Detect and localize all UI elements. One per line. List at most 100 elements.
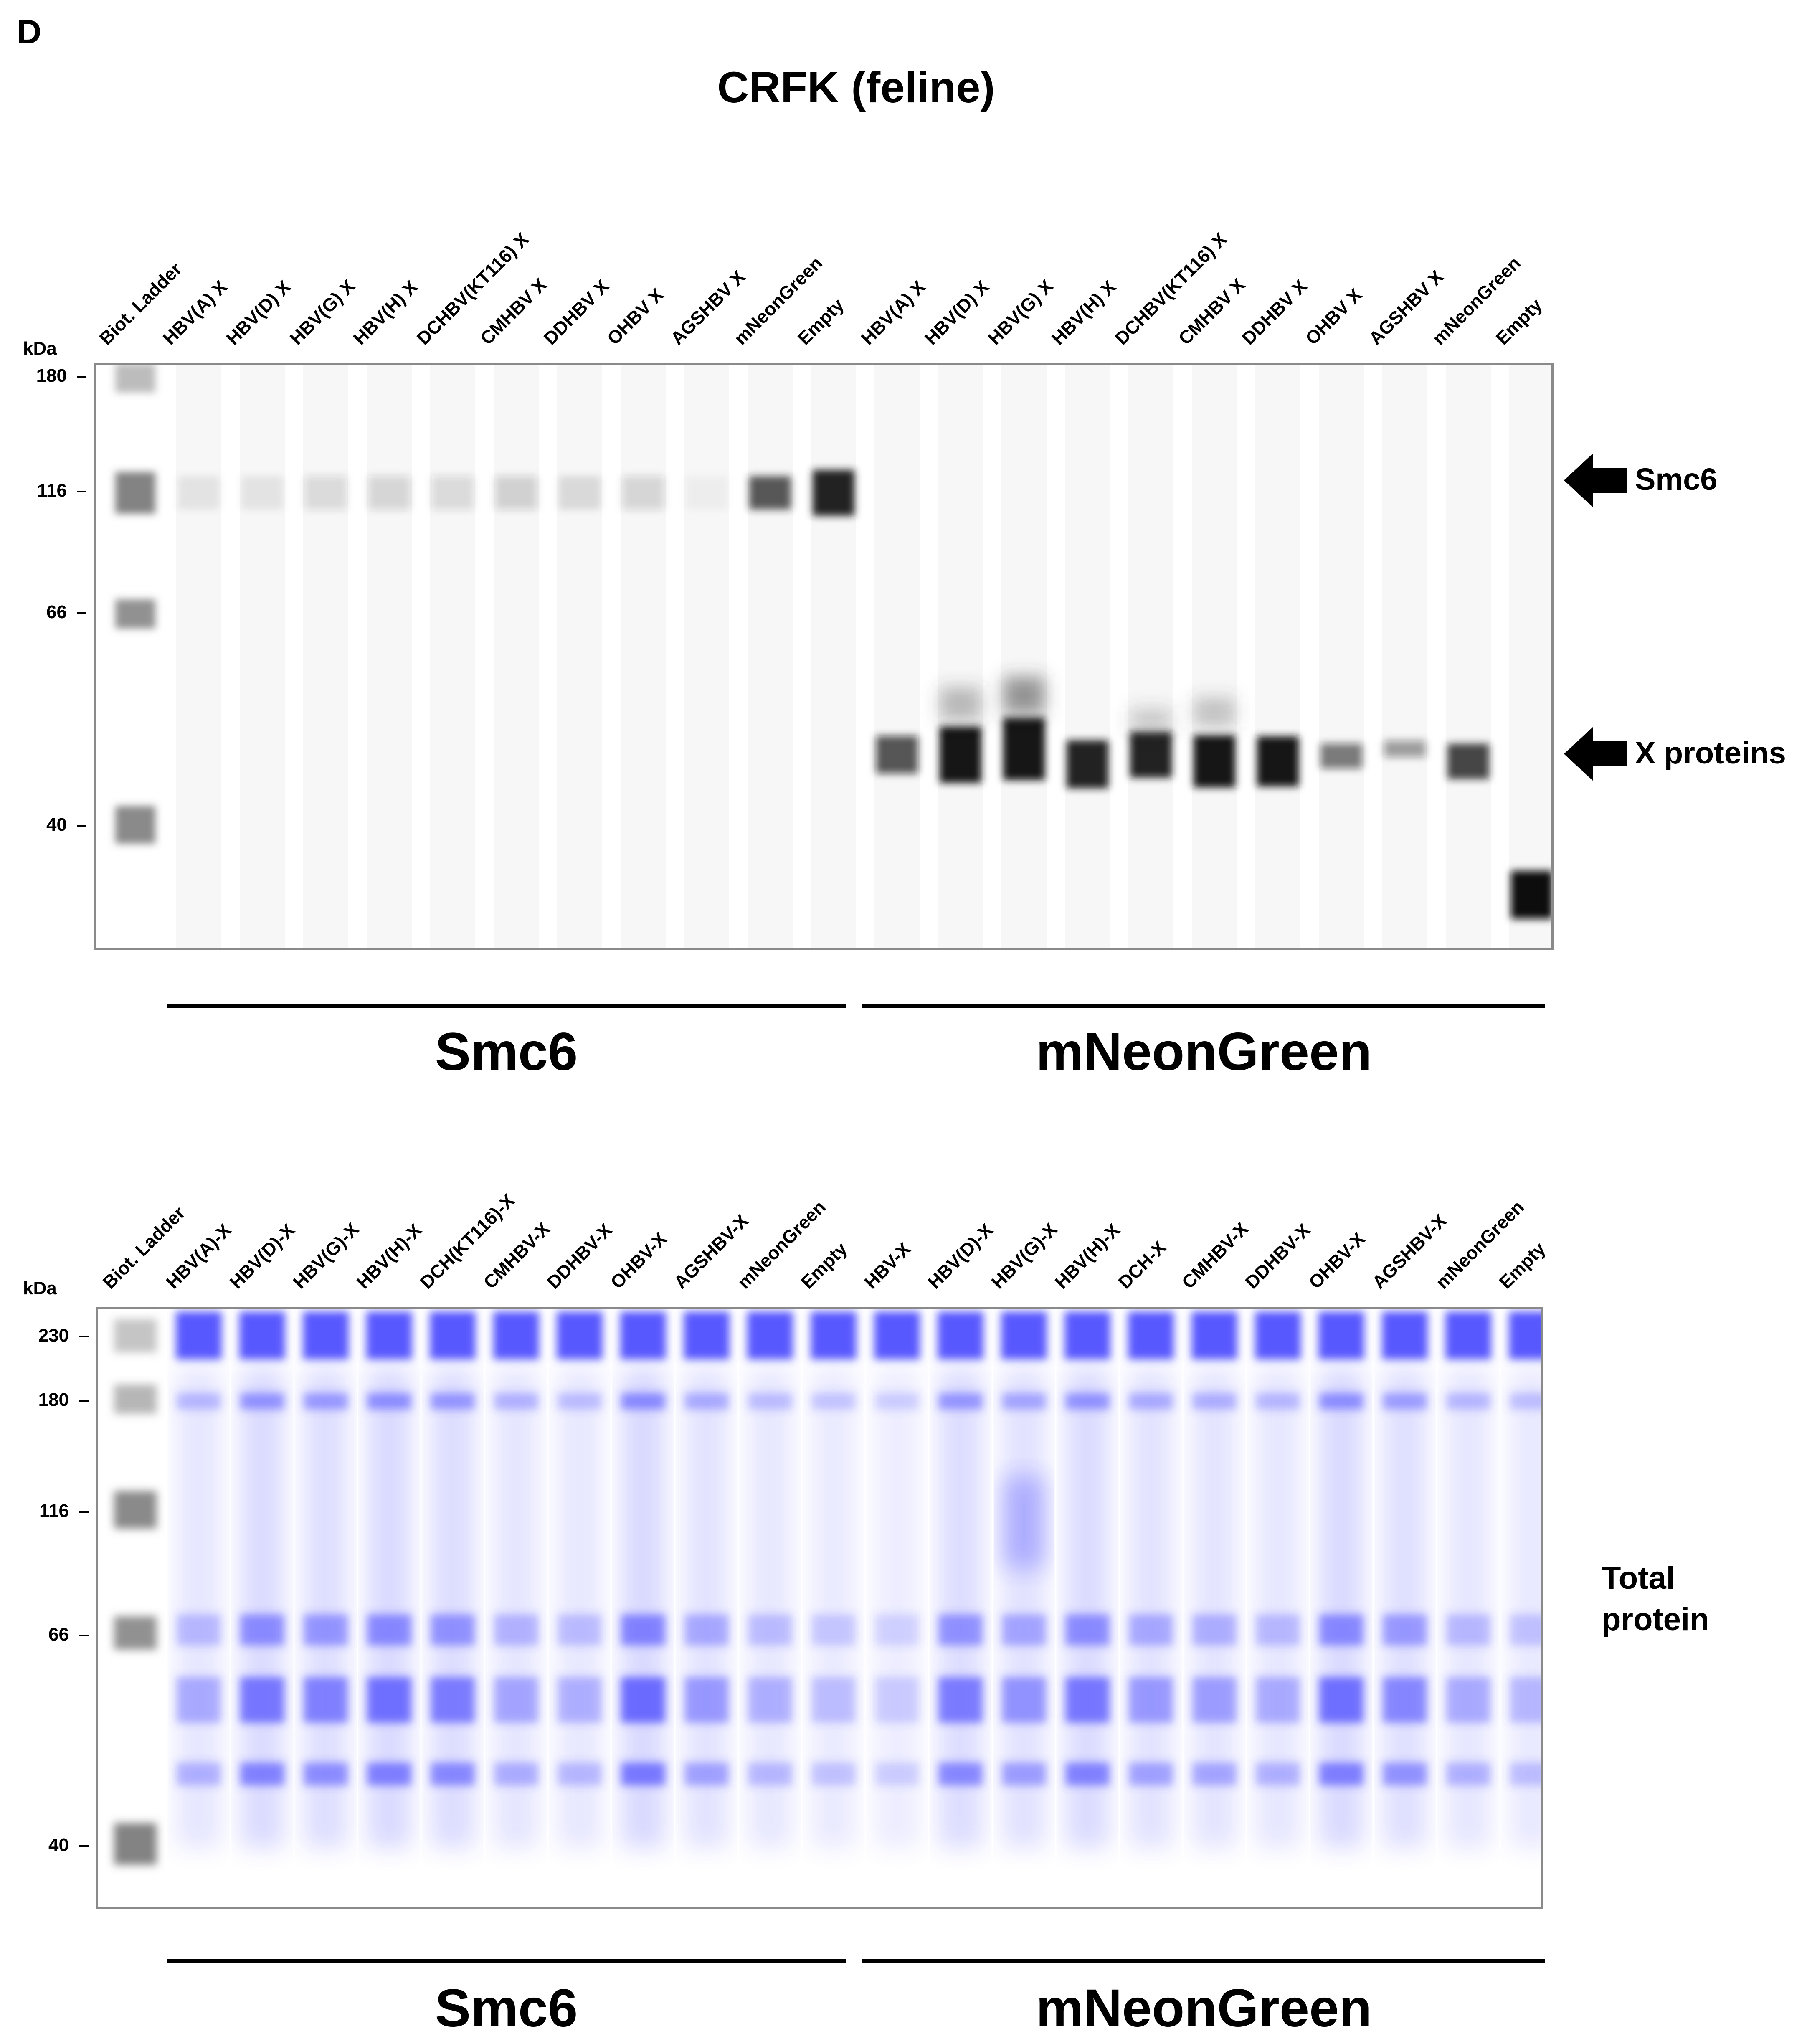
bottom-marker-label: 230 [38,1325,69,1346]
bottom-55-band [304,1677,348,1723]
bottom-blot-image [98,1309,1541,1907]
top-smc6-band [432,476,474,510]
bottom-66-band [1065,1614,1110,1646]
bottom-55-band [684,1677,729,1723]
top-lane-bg [1382,365,1427,948]
top-ladder [115,365,155,844]
bottom-55-band [621,1677,665,1723]
bottom-lane [938,1311,983,1848]
bottom-top-band [1064,1311,1110,1359]
top-x-protein-band [1320,743,1362,768]
top-ladder-band [115,599,155,629]
bottom-lane-label: HBV(G)-X [987,1219,1062,1293]
bottom-lane [557,1311,603,1848]
top-lane-bg [240,365,285,948]
bottom-ladder-band [114,1319,157,1352]
smc6-arrow-label: Smc6 [1635,462,1718,497]
bottom-lane [811,1311,857,1848]
bottom-180-band [177,1393,221,1410]
bottom-55-band [240,1677,284,1723]
bottom-47-band [938,1763,983,1785]
bottom-top-band [1509,1311,1541,1359]
bottom-180-band [431,1393,475,1410]
bottom-lane [684,1311,730,1848]
bottom-47-band [684,1763,729,1785]
bottom-top-band [1001,1311,1047,1359]
top-smear [1003,677,1045,714]
bottom-47-band [811,1763,856,1785]
bottom-180-band [304,1393,348,1410]
top-x-protein-band [1384,741,1426,757]
bottom-lane [366,1311,412,1848]
bottom-55-band [1065,1677,1110,1723]
bottom-lane-label: HBV(H)-X [352,1220,426,1293]
bottom-top-band [176,1311,222,1359]
bottom-47-band [240,1763,284,1785]
bottom-47-band [367,1763,411,1785]
top-lane-label: DCHBV(KT116) X [413,229,533,349]
bottom-extra-smear [1003,1476,1045,1568]
bottom-47-band [1256,1763,1300,1785]
bottom-180-band [875,1393,919,1410]
top-smc6-band [305,476,347,510]
bottom-lane [1318,1311,1364,1848]
top-marker-tick [77,825,86,827]
bottom-47-band [431,1763,475,1785]
bottom-47-band [1510,1763,1541,1785]
bottom-marker-label: 116 [39,1501,69,1521]
bottom-47-band [1446,1763,1490,1785]
bottom-55-band [1510,1677,1541,1723]
bottom-lane-label: OHBV-X [606,1228,671,1293]
bottom-66-band [684,1614,729,1646]
top-smc6-band [686,476,727,510]
top-smc6-band [559,476,601,510]
bottom-lane [1509,1311,1541,1848]
top-smc6-group-label: Smc6 [435,1022,578,1082]
bottom-55-band [748,1677,792,1723]
bottom-66-band [938,1614,983,1646]
bottom-marker-label: 180 [38,1390,69,1410]
bottom-47-band [1129,1763,1173,1785]
bottom-lane-label: Empty [1495,1238,1550,1293]
top-lane-bg [1446,365,1491,948]
bottom-180-band [494,1393,538,1410]
bottom-lane-label: HBV(G)-X [289,1219,363,1293]
bottom-180-band [1002,1393,1046,1410]
bottom-47-band [621,1763,665,1785]
bottom-smc6-group-label: Smc6 [435,1978,578,2038]
bottom-66-band [367,1614,411,1646]
top-lane-label: HBV(D) X [222,276,295,349]
top-lane-bg [176,365,221,948]
bottom-55-band [558,1677,602,1723]
bottom-66-band [431,1614,475,1646]
top-smc6-band [813,470,854,516]
bottom-top-band [1255,1311,1301,1359]
bottom-55-band [494,1677,538,1723]
top-lane-bg [1509,365,1551,948]
bottom-180-band [1065,1393,1110,1410]
bottom-top-band [239,1311,285,1359]
bottom-47-band [304,1763,348,1785]
top-smear [1194,697,1235,727]
bottom-top-band [874,1311,920,1359]
top-marker-label: 66 [46,602,67,622]
top-x-protein-band [1447,743,1489,779]
top-x-protein-band [1067,740,1108,789]
bottom-47-band [494,1763,538,1785]
top-lane-bg [621,365,666,948]
top-lane-bg [811,365,856,948]
bottom-180-band [558,1393,602,1410]
bottom-47-band [875,1763,919,1785]
bottom-180-band [621,1393,665,1410]
bottom-lane-label: HBV(D)-X [226,1220,299,1293]
bottom-mneongreen-group-label: mNeonGreen [1036,1978,1372,2038]
top-smc6-group-line [167,1004,846,1008]
bottom-top-band [1382,1311,1428,1359]
bottom-66-band [811,1614,856,1646]
bottom-47-band [1192,1763,1237,1785]
top-smc6-band [622,476,664,510]
bottom-lane [176,1311,222,1848]
bottom-lane-label: HBV(H)-X [1051,1220,1124,1293]
bottom-180-band [811,1393,856,1410]
bottom-55-band [1129,1677,1173,1723]
